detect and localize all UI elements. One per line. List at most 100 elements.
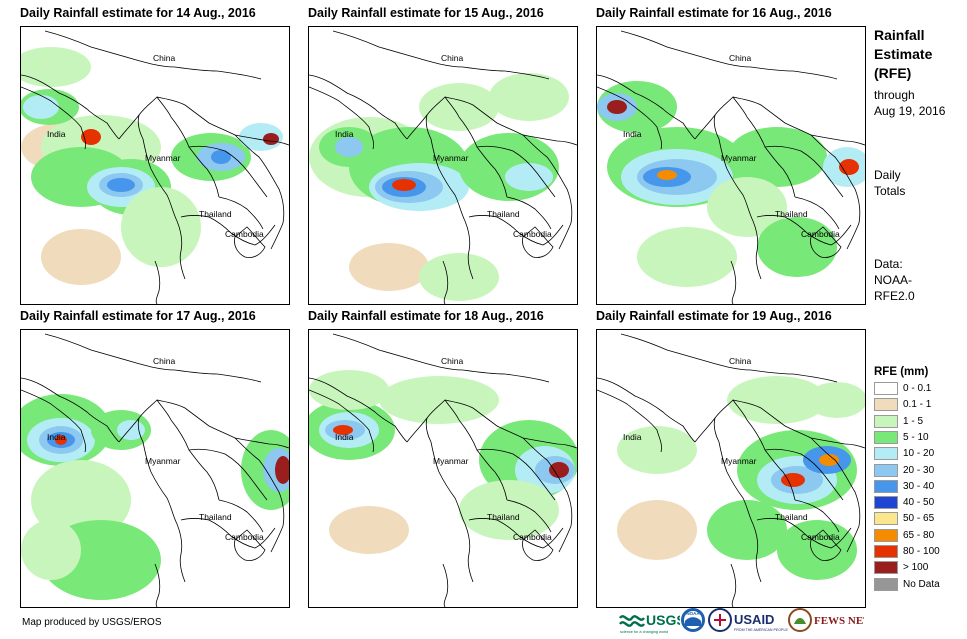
legend-swatch <box>874 398 898 412</box>
daily-totals-text: Daily Totals <box>874 167 905 199</box>
rainfall-field <box>21 47 283 285</box>
country-borders <box>309 30 577 304</box>
daily-label: Daily <box>874 168 901 182</box>
label-cambodia: Cambodia <box>801 532 840 542</box>
rainfall-patch <box>107 178 135 192</box>
rainfall-map-panel: Daily Rainfall estimate for 14 Aug., 201… <box>20 6 310 306</box>
legend-item: 0 - 0.1 <box>874 382 931 396</box>
country-borders <box>21 333 289 607</box>
rainfall-patch <box>41 229 121 285</box>
legend-item: 20 - 30 <box>874 463 935 478</box>
legend-label: 20 - 30 <box>903 464 935 476</box>
rainfall-patch <box>617 426 697 474</box>
label-china: China <box>441 53 463 63</box>
legend-swatch <box>874 512 898 526</box>
label-india: India <box>47 129 66 139</box>
label-thailand: Thailand <box>199 512 232 522</box>
map-credit: Map produced by USGS/EROS <box>22 617 162 628</box>
legend-item: 80 - 100 <box>874 545 940 559</box>
panel-title: Daily Rainfall estimate for 15 Aug., 201… <box>308 6 544 20</box>
title-line: Estimate <box>874 46 933 62</box>
rainfall-patch <box>819 454 839 466</box>
rainfall-map-panel: Daily Rainfall estimate for 15 Aug., 201… <box>308 6 598 306</box>
through-date: Aug 19, 2016 <box>874 104 946 118</box>
label-thailand: Thailand <box>487 209 520 219</box>
panel-title: Daily Rainfall estimate for 18 Aug., 201… <box>308 309 544 323</box>
label-india: India <box>335 129 354 139</box>
legend-item: 1 - 5 <box>874 414 924 429</box>
rainfall-map: China India Myanmar Thailand Cambodia <box>308 329 578 608</box>
rainfall-patch <box>727 127 827 187</box>
rainfall-patch <box>419 253 499 301</box>
rainfall-patch <box>419 83 499 131</box>
rainfall-patch <box>707 500 787 560</box>
label-china: China <box>153 53 175 63</box>
label-india: India <box>335 432 354 442</box>
rainfall-patch <box>81 129 101 145</box>
data-source-text: Data: NOAA- RFE2.0 <box>874 256 915 304</box>
rainfall-patch <box>55 435 67 445</box>
rainfall-patch <box>657 170 677 180</box>
label-thailand: Thailand <box>775 209 808 219</box>
noaa-text: NOAA <box>686 611 700 616</box>
through-text: through Aug 19, 2016 <box>874 87 945 119</box>
legend-label: 10 - 20 <box>903 448 935 460</box>
legend-label: 1 - 5 <box>903 415 924 427</box>
legend-swatch <box>874 479 898 493</box>
rainfall-patch <box>707 177 787 237</box>
rainfall-map: China India Myanmar Thailand Cambodia <box>308 26 578 305</box>
legend-swatch <box>874 577 898 591</box>
legend-item: 50 - 65 <box>874 512 934 526</box>
panel-title: Daily Rainfall estimate for 19 Aug., 201… <box>596 309 832 323</box>
rainfall-patch <box>309 370 389 410</box>
legend-label: 65 - 80 <box>903 529 935 541</box>
rainfall-patch <box>607 100 627 114</box>
legend-label: 40 - 50 <box>903 497 935 509</box>
rainfall-patch <box>727 376 827 424</box>
rainfall-patch <box>31 460 131 540</box>
rainfall-map: China India Myanmar Thailand Cambodia <box>596 26 866 305</box>
usaid-logo: USAID FROM THE AMERICAN PEOPLE <box>708 608 788 632</box>
legend-item: 0.1 - 1 <box>874 398 931 412</box>
legend-swatch <box>874 545 898 558</box>
label-india: India <box>47 432 66 442</box>
rainfall-field <box>309 73 569 301</box>
legend-label: 5 - 10 <box>903 431 929 443</box>
data-source: NOAA- <box>874 273 913 287</box>
rainfall-patch <box>335 137 363 157</box>
label-china: China <box>729 356 751 366</box>
legend-swatch <box>874 430 898 444</box>
label-myanmar: Myanmar <box>433 153 469 163</box>
rainfall-patch <box>333 425 353 435</box>
legend-item: 30 - 40 <box>874 479 934 494</box>
panel-title: Daily Rainfall estimate for 17 Aug., 201… <box>20 309 256 323</box>
rainfall-patch <box>329 506 409 554</box>
usgs-logo: USGS science for a changing world <box>619 612 680 634</box>
label-thailand: Thailand <box>487 512 520 522</box>
legend-label: 0.1 - 1 <box>903 399 932 411</box>
usgs-text: USGS <box>646 612 680 628</box>
rainfall-patch <box>275 456 289 484</box>
legend-item: No Data <box>874 577 940 592</box>
legend-item: 5 - 10 <box>874 430 929 445</box>
legend-swatch <box>874 528 898 542</box>
legend-label: 80 - 100 <box>903 546 940 557</box>
rainfall-patch <box>121 187 201 267</box>
rainfall-map: China India Myanmar Thailand Cambodia <box>596 329 866 608</box>
rainfall-patch <box>392 179 416 191</box>
legend-label: 50 - 65 <box>903 513 935 525</box>
through-label: through <box>874 88 915 102</box>
label-china: China <box>153 356 175 366</box>
noaa-logo: NOAA <box>681 608 705 632</box>
rainfall-patch <box>505 163 553 191</box>
rainfall-field <box>597 81 865 287</box>
legend-swatch <box>874 496 898 510</box>
fewsnet-logo: FEWS NET <box>788 608 864 632</box>
rainfall-map-panel: Daily Rainfall estimate for 18 Aug., 201… <box>308 309 598 609</box>
rainfall-field <box>309 370 577 554</box>
label-cambodia: Cambodia <box>225 229 264 239</box>
legend-item: 65 - 80 <box>874 528 935 543</box>
panel-title: Daily Rainfall estimate for 16 Aug., 201… <box>596 6 832 20</box>
rainfall-patch <box>617 500 697 560</box>
country-borders <box>21 30 289 304</box>
